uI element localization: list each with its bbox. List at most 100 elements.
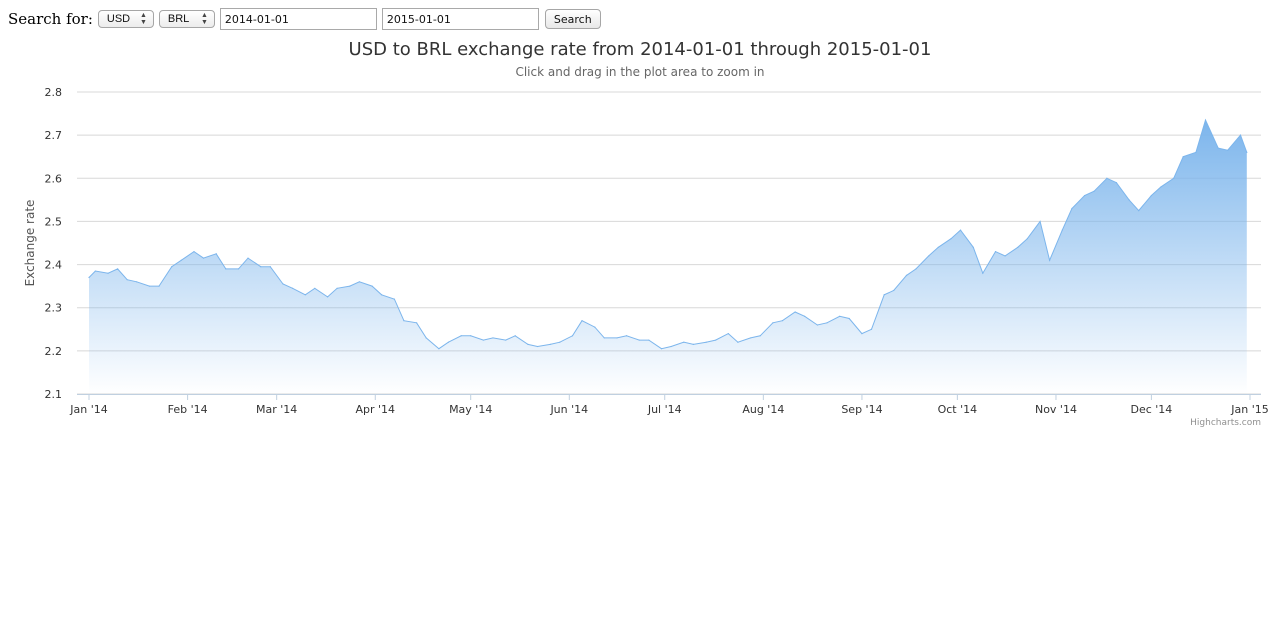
data-point [950,238,952,240]
chart-subtitle: Click and drag in the plot area to zoom … [515,65,764,79]
data-point [193,251,195,253]
y-tick-label: 2.7 [45,129,63,142]
data-point [314,287,316,289]
data-point [393,298,395,300]
series-points [88,119,1248,350]
search-bar: Search for: USD ▲ ▼ BRL ▲ ▼ 2014-01-01 201… [8,8,601,30]
data-point [282,283,284,285]
y-axis-ticks: 2.1 2.2 2.3 2.4 2.5 2.6 2.7 2.8 [45,86,63,401]
data-point [381,294,383,296]
data-point [625,335,628,337]
data-point [349,285,351,287]
data-point [180,259,182,261]
data-point [870,328,873,330]
data-point [371,285,373,287]
data-point [117,268,119,270]
data-point [905,274,908,276]
y-tick-label: 2.3 [45,302,63,315]
data-point [269,266,271,268]
data-point [1004,255,1006,257]
y-tick-label: 2.6 [45,172,63,185]
data-point [715,339,717,341]
data-point [304,294,306,296]
data-point [403,320,405,322]
data-point [1182,156,1184,158]
data-point [1138,210,1140,212]
data-point [438,348,440,350]
from-currency-select[interactable]: USD ▲ ▼ [97,10,154,28]
data-point [247,257,249,259]
y-tick-label: 2.8 [45,86,63,99]
data-point [1239,134,1242,136]
data-point [237,268,240,270]
data-point [425,337,427,339]
data-point [581,320,583,322]
data-point [291,287,294,289]
exchange-rate-chart[interactable]: USD to BRL exchange rate from 2014-01-01… [0,30,1280,430]
x-tick-label: Nov '14 [1035,403,1077,416]
select-arrows-icon: ▲ ▼ [139,12,147,26]
data-point [1049,259,1051,261]
data-point [1128,199,1130,201]
x-tick-label: Sep '14 [841,403,882,416]
data-point [416,322,418,324]
x-tick-label: Oct '14 [938,403,978,416]
data-point [527,343,529,345]
data-point [826,322,828,324]
data-point [158,285,160,287]
start-date-input[interactable]: 2014-01-01 [219,8,377,30]
data-point [839,315,841,317]
data-point [536,345,539,348]
data-point [136,281,138,283]
data-point [1173,177,1175,179]
data-point [1039,220,1041,223]
data-point [959,229,962,231]
data-point [994,251,997,253]
chart-title: USD to BRL exchange rate from 2014-01-01… [349,39,932,60]
x-tick-label: Mar '14 [256,403,297,416]
data-point [460,335,462,337]
credits-link[interactable]: Highcharts.com [1190,418,1261,428]
data-point [202,257,205,259]
data-point [928,255,930,257]
from-currency-value: USD [106,13,131,25]
data-point [492,337,494,339]
data-point [750,337,752,339]
data-point [861,333,863,335]
data-point [358,281,360,283]
data-point [670,345,672,348]
x-tick-label: Aug '14 [742,403,784,416]
select-arrows-icon: ▲ ▼ [200,12,208,26]
data-point [982,272,984,274]
data-point [648,339,650,341]
data-point [1227,149,1229,151]
data-point [727,333,729,335]
data-point [915,268,917,270]
x-tick-label: Apr '14 [355,403,395,416]
data-point [549,343,551,345]
x-tick-label: Jul '14 [647,403,682,416]
x-tick-label: Jan '15 [1230,403,1268,416]
x-tick-label: May '14 [449,403,492,416]
data-point [326,296,329,298]
data-point [1217,147,1219,149]
x-tick-label: Dec '14 [1130,403,1172,416]
data-point [126,279,128,281]
data-point [660,348,663,350]
end-date-input[interactable]: 2015-01-01 [381,8,539,30]
search-button[interactable]: Search [544,9,601,29]
data-point [1083,194,1086,197]
y-tick-label: 2.2 [45,345,63,358]
x-tick-label: Jan '14 [69,403,107,416]
to-currency-select[interactable]: BRL ▲ ▼ [158,10,215,28]
data-point [1150,194,1152,197]
data-point [737,341,739,343]
data-point [447,341,450,343]
data-point [215,253,217,255]
series-area-fill [89,120,1247,394]
data-point [482,339,485,341]
data-point [1071,207,1073,210]
data-point [603,337,605,339]
data-point [692,343,694,345]
data-point [772,322,774,324]
